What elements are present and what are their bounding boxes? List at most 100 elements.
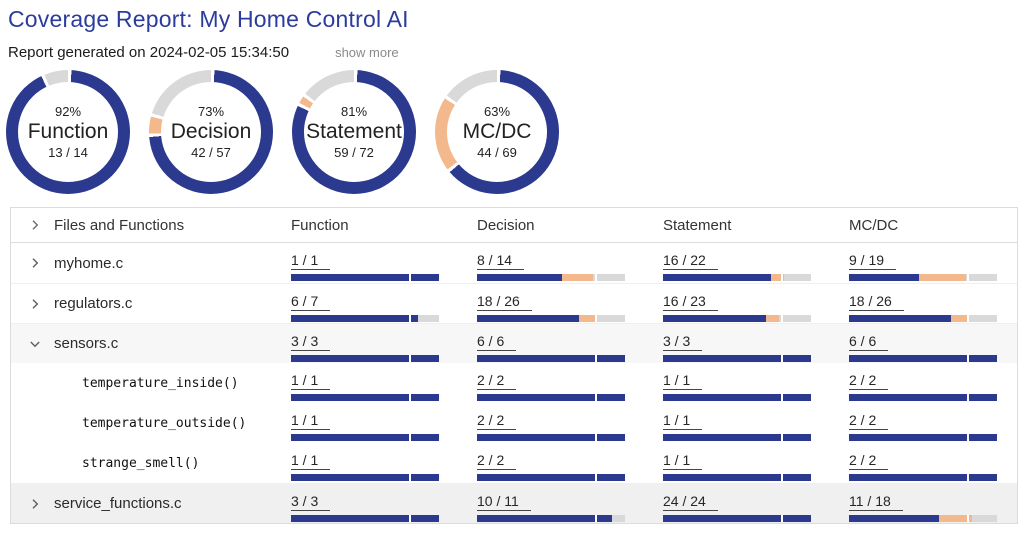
table-row[interactable]: regulators.c 6 / 7 18 / 26 16 / 23 18 / …: [11, 283, 1017, 323]
chevron-right-icon[interactable]: [29, 219, 41, 231]
coverage-fraction-link[interactable]: 2 / 2: [849, 452, 889, 470]
chevron-icon[interactable]: [29, 298, 41, 310]
coverage-cell: 9 / 19: [849, 243, 1017, 283]
donut-percent: 73%: [197, 104, 225, 119]
table-row[interactable]: temperature_outside() 1 / 1 2 / 2 1 / 1 …: [11, 403, 1017, 443]
chevron-icon[interactable]: [29, 498, 41, 510]
bar-partial-segment: [919, 274, 966, 281]
bar-covered-segment: [477, 315, 580, 322]
coverage-fraction-link[interactable]: 16 / 22: [663, 252, 718, 270]
coverage-fraction-link[interactable]: 18 / 26: [477, 293, 532, 311]
coverage-bar: [849, 434, 997, 441]
coverage-bar: [477, 515, 625, 522]
row-name[interactable]: myhome.c: [54, 254, 124, 272]
bar-threshold-marker: [409, 315, 412, 322]
coverage-fraction-link[interactable]: 10 / 11: [477, 493, 531, 511]
coverage-bar: [477, 474, 625, 481]
table-row[interactable]: sensors.c 3 / 3 6 / 6 3 / 3 6 / 6: [11, 323, 1017, 363]
coverage-fraction-link[interactable]: 2 / 2: [477, 452, 517, 470]
donut-center: 92% Function 13 / 14: [18, 82, 118, 182]
bar-covered-segment: [663, 394, 811, 401]
coverage-fraction-link[interactable]: 1 / 1: [291, 372, 331, 390]
donut-metric-label: Decision: [170, 120, 252, 143]
coverage-fraction-link[interactable]: 1 / 1: [663, 452, 703, 470]
table-row[interactable]: temperature_inside() 1 / 1 2 / 2 1 / 1 2…: [11, 363, 1017, 403]
column-header-statement: Statement: [663, 216, 732, 234]
coverage-cell: 1 / 1: [291, 363, 477, 403]
coverage-cell: 6 / 7: [291, 284, 477, 323]
bar-threshold-marker: [409, 355, 412, 362]
coverage-cell: 2 / 2: [477, 403, 663, 443]
coverage-fraction-link[interactable]: 1 / 1: [663, 412, 703, 430]
coverage-bar: [849, 474, 997, 481]
coverage-fraction-link[interactable]: 2 / 2: [849, 372, 889, 390]
bar-threshold-marker: [595, 355, 598, 362]
bar-covered-segment: [663, 474, 811, 481]
coverage-cell: 2 / 2: [477, 363, 663, 403]
chevron-icon[interactable]: [29, 338, 41, 350]
bar-threshold-marker: [781, 355, 784, 362]
table-row[interactable]: service_functions.c 3 / 3 10 / 11 24 / 2…: [11, 483, 1017, 523]
row-name[interactable]: temperature_outside(): [82, 415, 247, 431]
coverage-cell: 3 / 3: [291, 484, 477, 523]
coverage-fraction-link[interactable]: 3 / 3: [291, 333, 331, 351]
coverage-fraction-link[interactable]: 3 / 3: [663, 333, 703, 351]
coverage-fraction-link[interactable]: 18 / 26: [849, 293, 904, 311]
bar-partial-segment: [770, 274, 785, 281]
coverage-fraction-link[interactable]: 24 / 24: [663, 493, 718, 511]
bar-threshold-marker: [781, 274, 784, 281]
coverage-cell: 8 / 14: [477, 243, 663, 283]
coverage-cell: 3 / 3: [291, 324, 477, 363]
coverage-fraction-link[interactable]: 3 / 3: [291, 493, 331, 511]
table-row[interactable]: myhome.c 1 / 1 8 / 14 16 / 22 9 / 19: [11, 243, 1017, 283]
coverage-fraction-link[interactable]: 1 / 1: [291, 412, 331, 430]
chevron-icon[interactable]: [29, 257, 41, 269]
coverage-bar: [291, 315, 439, 322]
bar-covered-segment: [291, 474, 439, 481]
coverage-fraction-link[interactable]: 9 / 19: [849, 252, 897, 270]
coverage-fraction-link[interactable]: 1 / 1: [663, 372, 703, 390]
bar-threshold-marker: [595, 315, 598, 322]
bar-covered-segment: [291, 394, 439, 401]
donut-metric-label: Function: [27, 120, 109, 143]
row-name[interactable]: sensors.c: [54, 335, 119, 352]
bar-partial-segment: [579, 315, 597, 322]
coverage-cell: 11 / 18: [849, 484, 1017, 523]
coverage-cell: 6 / 6: [849, 324, 1017, 363]
show-more-link[interactable]: show more: [335, 45, 399, 60]
coverage-fraction-link[interactable]: 2 / 2: [477, 372, 517, 390]
bar-threshold-marker: [781, 474, 784, 481]
coverage-fraction-link[interactable]: 1 / 1: [291, 452, 331, 470]
donut-metric-label: Statement: [306, 120, 402, 143]
coverage-fraction-link[interactable]: 6 / 6: [477, 333, 517, 351]
coverage-cell: 1 / 1: [291, 403, 477, 443]
coverage-fraction-link[interactable]: 1 / 1: [291, 252, 331, 270]
bar-covered-segment: [477, 515, 612, 522]
row-name[interactable]: service_functions.c: [54, 495, 182, 512]
coverage-fraction-link[interactable]: 11 / 18: [849, 493, 903, 511]
coverage-bar: [477, 355, 625, 362]
coverage-fraction-link[interactable]: 2 / 2: [849, 412, 889, 430]
bar-covered-segment: [663, 355, 811, 362]
bar-threshold-marker: [409, 434, 412, 441]
coverage-fraction-link[interactable]: 2 / 2: [477, 412, 517, 430]
coverage-bar: [291, 474, 439, 481]
column-header-mcdc: MC/DC: [849, 216, 899, 234]
bar-covered-segment: [849, 515, 940, 522]
bar-covered-segment: [291, 315, 418, 322]
row-name[interactable]: regulators.c: [54, 295, 133, 312]
coverage-fraction-link[interactable]: 16 / 23: [663, 293, 718, 311]
donut-percent: 63%: [483, 104, 511, 119]
coverage-cell: 6 / 6: [477, 324, 663, 363]
coverage-fraction-link[interactable]: 6 / 6: [849, 333, 889, 351]
coverage-cell: 18 / 26: [849, 284, 1017, 323]
coverage-fraction-link[interactable]: 6 / 7: [291, 293, 331, 311]
coverage-cell: 2 / 2: [477, 443, 663, 483]
row-name[interactable]: strange_smell(): [82, 455, 200, 471]
bar-covered-segment: [291, 515, 439, 522]
column-header-function: Function: [291, 216, 349, 234]
row-name[interactable]: temperature_inside(): [82, 375, 239, 391]
table-row[interactable]: strange_smell() 1 / 1 2 / 2 1 / 1 2 / 2: [11, 443, 1017, 483]
bar-covered-segment: [849, 394, 997, 401]
coverage-fraction-link[interactable]: 8 / 14: [477, 252, 525, 270]
